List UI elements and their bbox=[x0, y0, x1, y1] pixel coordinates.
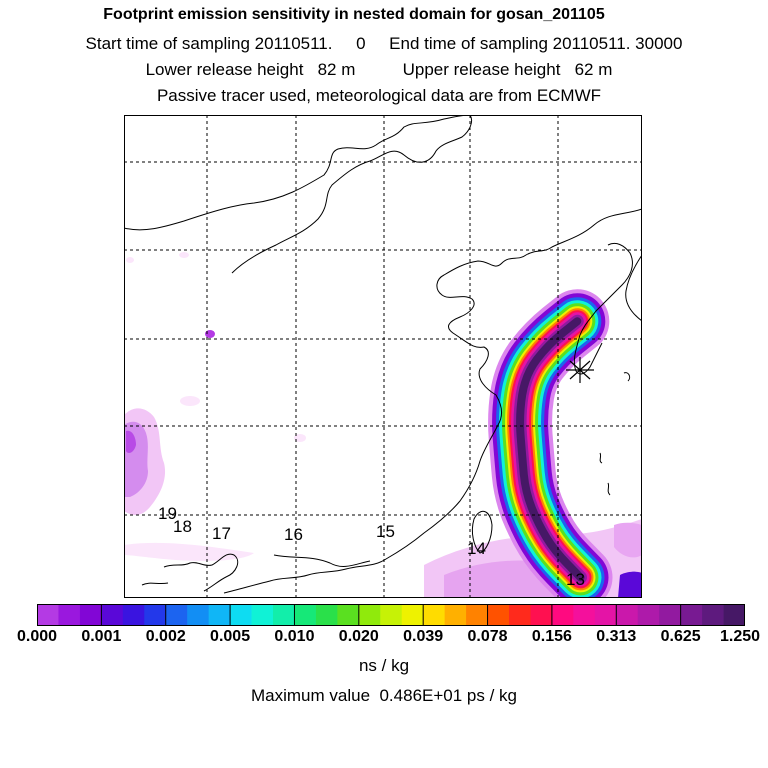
colorbar-box bbox=[551, 604, 574, 626]
colorbar-units: ns / kg bbox=[358, 656, 410, 675]
colorbar-box bbox=[487, 604, 510, 626]
colorbar-box bbox=[444, 604, 467, 626]
traj-label-19: 19 bbox=[158, 504, 177, 523]
colorbar-box bbox=[79, 604, 102, 626]
colorbar-tick-label: 0.010 bbox=[274, 628, 315, 645]
colorbar-box bbox=[423, 604, 446, 626]
colorbar-box bbox=[144, 604, 167, 626]
colorbar-box bbox=[573, 604, 596, 626]
map-grid bbox=[124, 115, 642, 598]
colorbar-tick-label: 0.313 bbox=[596, 628, 637, 645]
colorbar-tick-label: 0.020 bbox=[338, 628, 379, 645]
release-height-line: Lower release height 82 m Upper release … bbox=[145, 60, 613, 79]
colorbar-tick-labels: 0.000 0.001 0.002 0.005 0.010 0.020 0.039 0.078… bbox=[0, 628, 768, 652]
colorbar-tick-label: 0.000 bbox=[16, 628, 58, 645]
colorbar-box bbox=[230, 604, 252, 626]
colorbar-box bbox=[337, 604, 360, 626]
chart-title: Footprint emission sensitivity in nested… bbox=[103, 6, 605, 23]
colorbar-tick-label: 0.001 bbox=[81, 628, 122, 645]
colorbar-box bbox=[702, 604, 724, 626]
colorbar-tick-label: 0.625 bbox=[660, 628, 701, 645]
colorbar-box bbox=[380, 604, 403, 626]
colorbar-tick-label: 1.250 bbox=[719, 628, 761, 645]
colorbar-box bbox=[659, 604, 682, 626]
colorbar-box bbox=[466, 604, 488, 626]
traj-label-15: 15 bbox=[376, 522, 395, 541]
colorbar-tick-label: 0.002 bbox=[145, 628, 186, 645]
colorbar bbox=[37, 604, 745, 626]
colorbar-tick-label: 0.005 bbox=[210, 628, 251, 645]
colorbar-box bbox=[594, 604, 617, 626]
colorbar-box bbox=[37, 604, 59, 626]
colorbar-box bbox=[187, 604, 210, 626]
footprint-map: 19 18 17 16 15 14 13 bbox=[124, 115, 642, 598]
traj-label-17: 17 bbox=[212, 524, 231, 543]
colorbar-box bbox=[680, 604, 703, 626]
traj-label-18: 18 bbox=[173, 517, 192, 536]
colorbar-box bbox=[401, 604, 424, 626]
colorbar-box bbox=[273, 604, 295, 626]
colorbar-box bbox=[616, 604, 639, 626]
traj-label-13: 13 bbox=[566, 570, 585, 589]
traj-label-16: 16 bbox=[284, 525, 303, 544]
colorbar-tick-label: 0.078 bbox=[467, 628, 508, 645]
colorbar-box bbox=[315, 604, 338, 626]
maximum-value-text: Maximum value 0.486E+01 ps / kg bbox=[251, 686, 517, 705]
tracer-info-line: Passive tracer used, meteorological data… bbox=[156, 86, 602, 105]
colorbar-box bbox=[101, 604, 124, 626]
receptor-marker bbox=[566, 357, 594, 383]
colorbar-border bbox=[37, 604, 745, 626]
plume-band bbox=[516, 317, 585, 582]
colorbar-box bbox=[358, 604, 381, 626]
traj-label-14: 14 bbox=[467, 539, 486, 558]
colorbar-box bbox=[509, 604, 531, 626]
colorbar-tick-label: 0.039 bbox=[403, 628, 444, 645]
colorbar-box bbox=[637, 604, 660, 626]
sampling-time-line: Start time of sampling 20110511. 0 End t… bbox=[85, 34, 683, 53]
trajectory-labels: 19 18 17 16 15 14 13 bbox=[158, 504, 585, 589]
colorbar-box bbox=[122, 604, 145, 626]
colorbar-box bbox=[165, 604, 188, 626]
plume-layers bbox=[488, 289, 613, 598]
colorbar-box bbox=[723, 604, 745, 626]
colorbar-box bbox=[294, 604, 317, 626]
colorbar-box bbox=[58, 604, 81, 626]
colorbar-box bbox=[530, 604, 553, 626]
colorbar-tick-label: 0.156 bbox=[531, 628, 572, 645]
colorbar-box bbox=[208, 604, 231, 626]
colorbar-box bbox=[251, 604, 274, 626]
coastlines bbox=[124, 115, 642, 594]
